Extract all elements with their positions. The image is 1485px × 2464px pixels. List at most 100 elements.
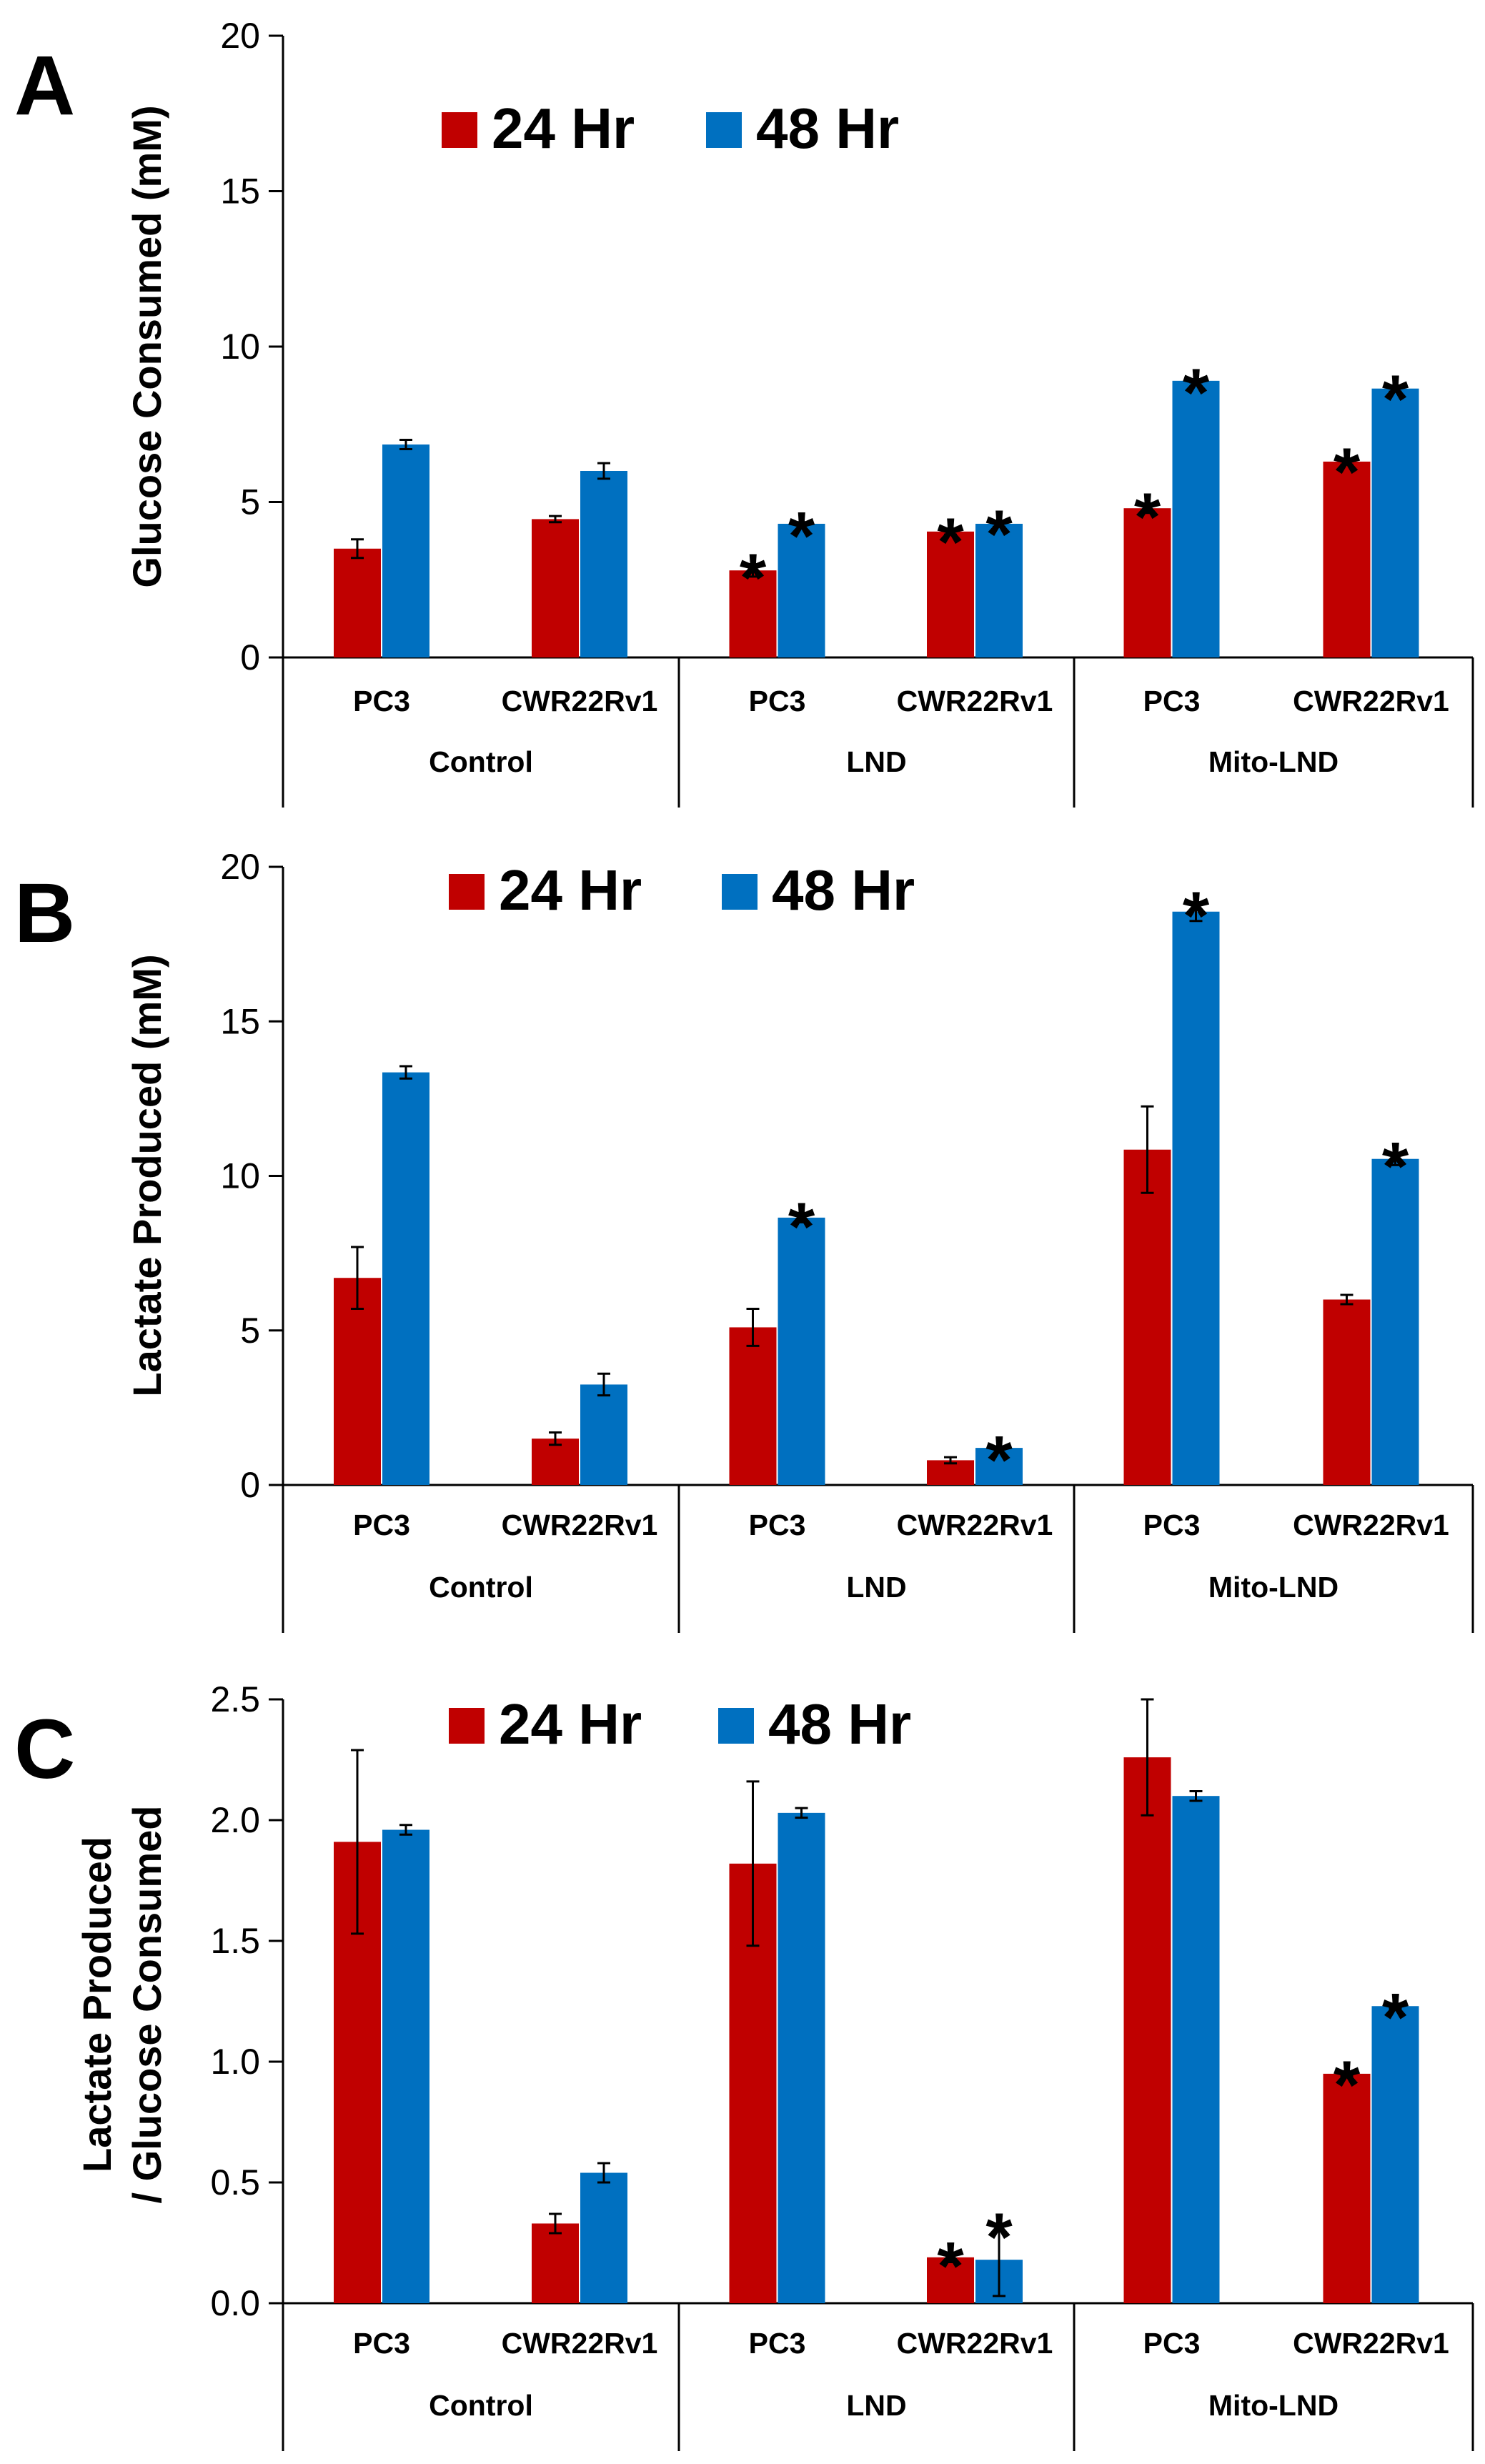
significance-star: * xyxy=(1134,480,1161,556)
significance-star: * xyxy=(1333,2047,1361,2124)
bar-24hr xyxy=(532,1439,579,1485)
bar-24hr xyxy=(1323,1299,1371,1485)
bar-24hr xyxy=(532,2223,579,2303)
bar-24hr xyxy=(334,1278,381,1485)
y-axis-label: Lactate Produced / Glucose Consumed xyxy=(74,1806,169,2204)
panel-c: C Lactate Produced / Glucose Consumed 24… xyxy=(14,1679,1474,2451)
y-axis-label-line-2: / Glucose Consumed xyxy=(124,1806,169,2204)
bar-48hr xyxy=(778,1217,825,1485)
bar-48hr xyxy=(382,1072,429,1485)
y-ticks: 0 5 10 15 20 xyxy=(220,847,260,1505)
x-group-label: Mito-LND xyxy=(1208,745,1339,778)
x-group-label: Mito-LND xyxy=(1208,2389,1339,2422)
bar-24hr xyxy=(1323,461,1371,657)
legend-swatch-48hr xyxy=(722,874,758,910)
legend-swatch-48hr xyxy=(706,112,742,148)
y-axis-label: Glucose Consumed (mM) xyxy=(124,105,169,587)
plot-area: * * * * * * * * xyxy=(269,34,1474,808)
x-category-label: CWR22Rv1 xyxy=(897,1509,1053,1541)
significance-star: * xyxy=(1183,355,1210,432)
y-tick-label: 2.5 xyxy=(210,1679,260,1719)
legend-label-24hr: 24 Hr xyxy=(492,96,635,160)
bar-24hr xyxy=(729,570,777,657)
legend-swatch-24hr xyxy=(449,1708,485,1744)
bar-24hr xyxy=(927,531,974,657)
x-category-label: PC3 xyxy=(1143,685,1201,717)
x-group-labels: Control LND Mito-LND xyxy=(429,745,1339,778)
y-tick-label: 0.5 xyxy=(210,2162,260,2202)
significance-star: * xyxy=(740,540,767,617)
x-category-label: PC3 xyxy=(353,1509,410,1541)
y-tick-label: 0.0 xyxy=(210,2283,260,2323)
x-category-label: PC3 xyxy=(1143,1509,1201,1541)
legend-swatch-48hr xyxy=(718,1708,754,1744)
x-group-label: LND xyxy=(846,745,906,778)
significance-star: * xyxy=(937,504,964,580)
significance-star: * xyxy=(1382,1979,1409,2056)
y-tick-label: 1.5 xyxy=(210,1921,260,1961)
x-group-label: LND xyxy=(846,1571,906,1604)
bar-48hr xyxy=(1371,2006,1419,2303)
bar-48hr xyxy=(1172,1796,1220,2303)
bar-48hr xyxy=(1371,388,1419,657)
bar-24hr xyxy=(1323,2073,1371,2303)
x-group-label: Control xyxy=(429,1571,533,1604)
significance-star: * xyxy=(985,2199,1013,2275)
legend-label-24hr: 24 Hr xyxy=(499,1692,642,1756)
significance-star: * xyxy=(985,1422,1013,1499)
panel-a: A Glucose Consumed (mM) 24 Hr 48 Hr 0 5 … xyxy=(14,16,1474,808)
panel-letter: C xyxy=(14,1702,75,1797)
bar-48hr xyxy=(580,2172,627,2303)
bar-48hr xyxy=(382,444,429,657)
legend-label-48hr: 48 Hr xyxy=(756,96,899,160)
y-tick-label: 20 xyxy=(220,16,260,56)
significance-star: * xyxy=(1183,878,1210,955)
legend: 24 Hr 48 Hr xyxy=(449,1692,911,1756)
bar-48hr xyxy=(382,1829,429,2303)
x-group-labels: Control LND Mito-LND xyxy=(429,2389,1339,2422)
panel-letter: A xyxy=(14,39,75,133)
panel-b: B Lactate Produced (mM) 24 Hr 48 Hr 0 5 … xyxy=(14,847,1474,1633)
x-category-label: PC3 xyxy=(353,685,410,717)
bar-48hr xyxy=(778,523,825,657)
x-category-label: CWR22Rv1 xyxy=(1293,2327,1449,2360)
legend-label-48hr: 48 Hr xyxy=(768,1692,911,1756)
bar-48hr xyxy=(975,523,1023,657)
y-axis-label: Lactate Produced (mM) xyxy=(124,954,169,1396)
x-category-label: CWR22Rv1 xyxy=(1293,685,1449,717)
x-category-label: PC3 xyxy=(749,1509,806,1541)
bar-24hr xyxy=(532,519,579,657)
x-category-labels: PC3 CWR22Rv1 PC3 CWR22Rv1 PC3 CWR22Rv1 xyxy=(353,685,1449,717)
significance-star: * xyxy=(1333,434,1361,511)
significance-star: * xyxy=(937,2228,964,2305)
y-tick-label: 5 xyxy=(240,482,260,522)
panel-letter: B xyxy=(14,866,75,960)
y-tick-label: 20 xyxy=(220,847,260,887)
significance-star: * xyxy=(1382,1128,1409,1205)
legend: 24 Hr 48 Hr xyxy=(449,858,915,922)
y-tick-label: 1.0 xyxy=(210,2042,260,2082)
x-group-label: Control xyxy=(429,745,533,778)
x-category-label: PC3 xyxy=(749,2327,806,2360)
x-category-labels: PC3 CWR22Rv1 PC3 CWR22Rv1 PC3 CWR22Rv1 xyxy=(353,1509,1449,1541)
significance-star: * xyxy=(788,1188,815,1265)
bar-48hr xyxy=(580,1384,627,1485)
x-category-label: CWR22Rv1 xyxy=(897,2327,1053,2360)
x-category-label: CWR22Rv1 xyxy=(502,1509,658,1541)
y-tick-label: 15 xyxy=(220,1001,260,1041)
y-tick-label: 2.0 xyxy=(210,1800,260,1840)
significance-star: * xyxy=(1382,361,1409,437)
x-category-label: PC3 xyxy=(1143,2327,1201,2360)
plot-area: * * * * xyxy=(269,865,1474,1633)
bar-24hr xyxy=(1123,508,1171,657)
bar-48hr xyxy=(1172,911,1220,1485)
bar-24hr xyxy=(1123,1149,1171,1485)
x-group-label: Mito-LND xyxy=(1208,1571,1339,1604)
y-tick-label: 5 xyxy=(240,1311,260,1351)
x-category-labels: PC3 CWR22Rv1 PC3 CWR22Rv1 PC3 CWR22Rv1 xyxy=(353,2327,1449,2360)
x-category-label: PC3 xyxy=(749,685,806,717)
significance-star: * xyxy=(788,498,815,575)
legend-label-24hr: 24 Hr xyxy=(499,858,642,922)
y-tick-label: 10 xyxy=(220,327,260,367)
